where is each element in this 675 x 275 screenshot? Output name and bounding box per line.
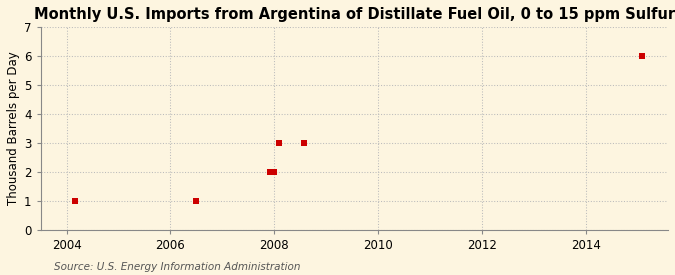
Text: Source: U.S. Energy Information Administration: Source: U.S. Energy Information Administ…: [54, 262, 300, 272]
Point: [299, 141, 310, 145]
Y-axis label: Thousand Barrels per Day: Thousand Barrels per Day: [7, 51, 20, 205]
Point: [273, 141, 284, 145]
Point: [637, 54, 647, 58]
Point: [70, 199, 81, 203]
Point: [191, 199, 202, 203]
Title: Monthly U.S. Imports from Argentina of Distillate Fuel Oil, 0 to 15 ppm Sulfur: Monthly U.S. Imports from Argentina of D…: [34, 7, 675, 22]
Point: [265, 170, 275, 174]
Point: [269, 170, 279, 174]
